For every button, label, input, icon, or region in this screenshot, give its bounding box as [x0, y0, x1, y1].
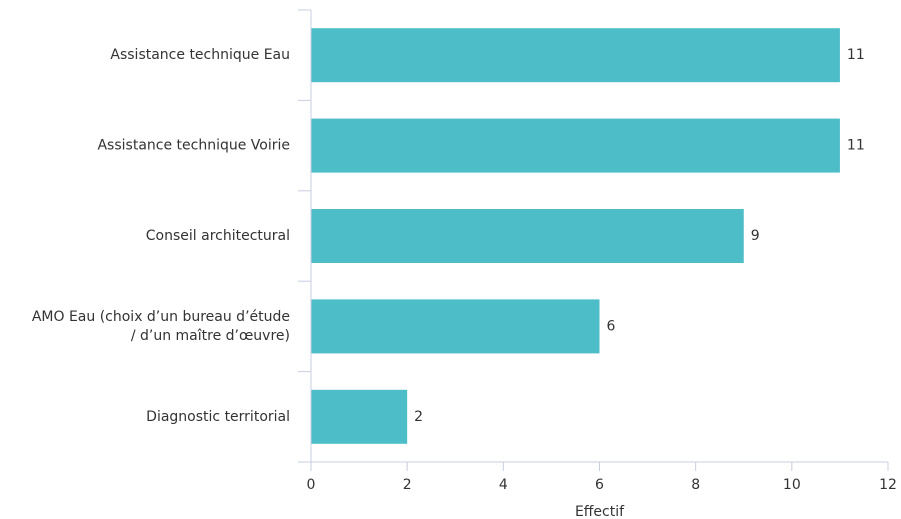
- x-tick-label: 8: [691, 477, 700, 493]
- x-tick-label: 10: [783, 477, 801, 493]
- bar: [311, 389, 408, 444]
- category-label: AMO Eau (choix d’un bureau d’étude / d’un…: [32, 309, 290, 344]
- category-label: Assistance technique Eau: [110, 47, 290, 63]
- category-label: Assistance technique Voirie: [97, 138, 290, 154]
- bar: [311, 209, 744, 263]
- x-tick-label: 4: [499, 477, 508, 493]
- bar-value-label: 2: [414, 409, 423, 425]
- category-label: Diagnostic territorial: [146, 409, 290, 425]
- bar: [311, 28, 840, 83]
- x-axis-title: Effectif: [575, 504, 625, 519]
- bars: [311, 28, 840, 444]
- bar: [311, 299, 600, 354]
- bar-value-label: 9: [751, 228, 760, 244]
- x-tick-label: 12: [879, 477, 897, 493]
- labels: 11 Assistance technique Eau 11 Assistance t…: [32, 47, 865, 425]
- bar: [311, 118, 840, 173]
- bar-value-label: 11: [847, 138, 865, 154]
- bar-value-label: 6: [607, 318, 616, 334]
- x-tick-label: 2: [403, 477, 412, 493]
- category-label: Conseil architectural: [146, 228, 290, 244]
- bar-value-label: 11: [847, 47, 865, 63]
- axes: 0 2 4 6 8 10 12: [298, 9, 897, 493]
- x-tick-label: 6: [595, 477, 604, 493]
- x-tick-label: 0: [307, 477, 316, 493]
